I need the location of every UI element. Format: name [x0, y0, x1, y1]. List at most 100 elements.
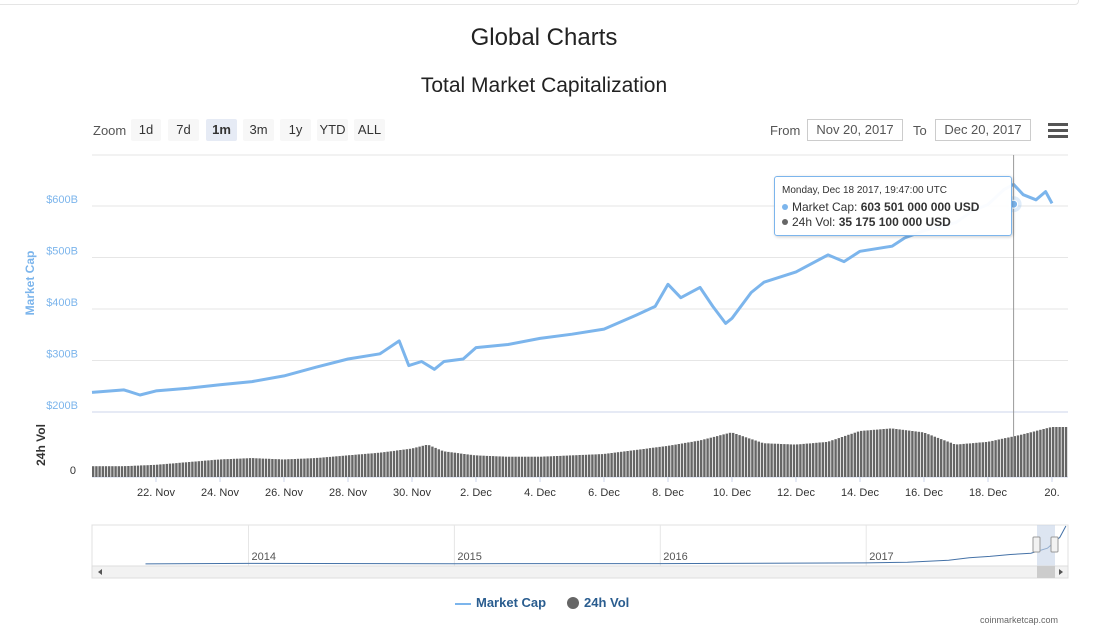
volume-bar [418, 446, 421, 477]
volume-bar [524, 456, 527, 477]
volume-bar [207, 460, 210, 477]
volume-bar [1061, 427, 1064, 477]
tooltip-date: Monday, Dec 18 2017, 19:47:00 UTC [782, 185, 947, 196]
volume-bar [696, 440, 700, 477]
volume-bar [639, 449, 642, 477]
to-date-input[interactable] [935, 119, 1031, 141]
volume-bar [101, 466, 104, 477]
volume-bar [805, 443, 808, 477]
market-cap-dot-icon [782, 203, 788, 210]
volume-bar [335, 456, 338, 477]
volume-bar [664, 446, 668, 477]
volume-bar [1016, 435, 1020, 477]
from-date-input[interactable] [807, 119, 903, 141]
volume-bar [268, 458, 271, 477]
hamburger-menu-icon[interactable] [1048, 123, 1068, 139]
volume-bar [636, 449, 639, 477]
volume-bar [789, 444, 792, 477]
volume-bar [188, 462, 191, 477]
volume-bar [815, 442, 818, 477]
volume-bar [530, 456, 533, 477]
volume-bar [351, 455, 354, 477]
volume-bar [1055, 427, 1058, 477]
volume-bar [831, 440, 834, 477]
volume-bar [98, 466, 101, 477]
volume-bar [460, 453, 463, 477]
volume-bar [863, 430, 866, 477]
x-tick-label: 20. [1044, 487, 1059, 499]
zoom-button-1d[interactable]: 1d [131, 119, 161, 141]
volume-bar [373, 453, 376, 477]
chart-tooltip: Monday, Dec 18 2017, 19:47:00 UTC Market… [774, 176, 1012, 236]
volume-bar [623, 451, 626, 477]
volume-bar [802, 443, 805, 477]
zoom-button-all[interactable]: ALL [354, 119, 385, 141]
volume-bar [780, 444, 783, 477]
volume-bar [114, 466, 117, 477]
scrollbar-thumb [1037, 566, 1055, 578]
volume-bar [716, 436, 719, 477]
volume-bar [133, 465, 136, 477]
volume-bar [280, 459, 284, 477]
volume-bar [1029, 432, 1032, 477]
volume-bar [232, 458, 236, 477]
volume-bar [744, 437, 748, 477]
volume-bar [162, 464, 165, 477]
x-tick-label: 2. Dec [460, 487, 492, 499]
x-tick-label: 16. Dec [905, 487, 943, 499]
volume-bar [159, 464, 162, 477]
volume-bar [520, 456, 524, 477]
legend-24h-vol[interactable]: 24h Vol [567, 595, 629, 610]
volume-bar [178, 462, 181, 477]
volume-bar [648, 448, 652, 477]
volume-bar [191, 461, 194, 477]
volume-bar [306, 458, 309, 477]
volume-bar [994, 440, 997, 477]
volume-bar [847, 434, 850, 477]
volume-bar [751, 439, 754, 477]
volume-bar [136, 465, 140, 477]
volume-bar [463, 454, 466, 477]
volume-bar [559, 455, 562, 477]
volume-bar [239, 458, 242, 477]
volume-bar [386, 451, 389, 477]
volume-bar [856, 431, 860, 477]
navigator-selection [1037, 525, 1055, 566]
volume-bar [303, 458, 306, 477]
volume-bar [604, 453, 607, 477]
volume-bar [668, 445, 671, 477]
volume-bar [1064, 427, 1068, 477]
volume-bar [504, 456, 508, 477]
volume-bar [783, 444, 786, 477]
volume-bar [376, 452, 380, 477]
zoom-button-1m[interactable]: 1m [206, 119, 237, 141]
volume-bar [812, 443, 815, 477]
volume-bar [508, 456, 511, 477]
legend-market-cap[interactable]: Market Cap [455, 595, 546, 610]
volume-bar [1026, 433, 1029, 477]
page-title: Global Charts [470, 24, 618, 51]
volume-bar [965, 443, 968, 477]
volume-bar [975, 442, 978, 477]
volume-bar [594, 454, 597, 477]
zoom-button-ytd[interactable]: YTD [317, 119, 348, 141]
volume-bar [626, 451, 629, 477]
navigator-handle-left [1032, 536, 1041, 553]
volume-bar [860, 430, 863, 477]
volume-bar [328, 456, 332, 477]
volume-bar [725, 433, 728, 477]
zoom-button-1y[interactable]: 1y [280, 119, 311, 141]
zoom-button-7d[interactable]: 7d [168, 119, 199, 141]
volume-bar [472, 455, 476, 477]
volume-bar [104, 466, 108, 477]
volume-bar [389, 451, 392, 477]
credit-link[interactable]: coinmarketcap.com [980, 615, 1059, 625]
volume-bar [600, 454, 604, 477]
volume-bar [197, 461, 200, 477]
navigator-year-label: 2015 [457, 551, 481, 563]
volume-bar [223, 459, 226, 477]
volume-bar [309, 458, 312, 477]
zoom-button-3m[interactable]: 3m [243, 119, 274, 141]
volume-bar [440, 450, 444, 477]
